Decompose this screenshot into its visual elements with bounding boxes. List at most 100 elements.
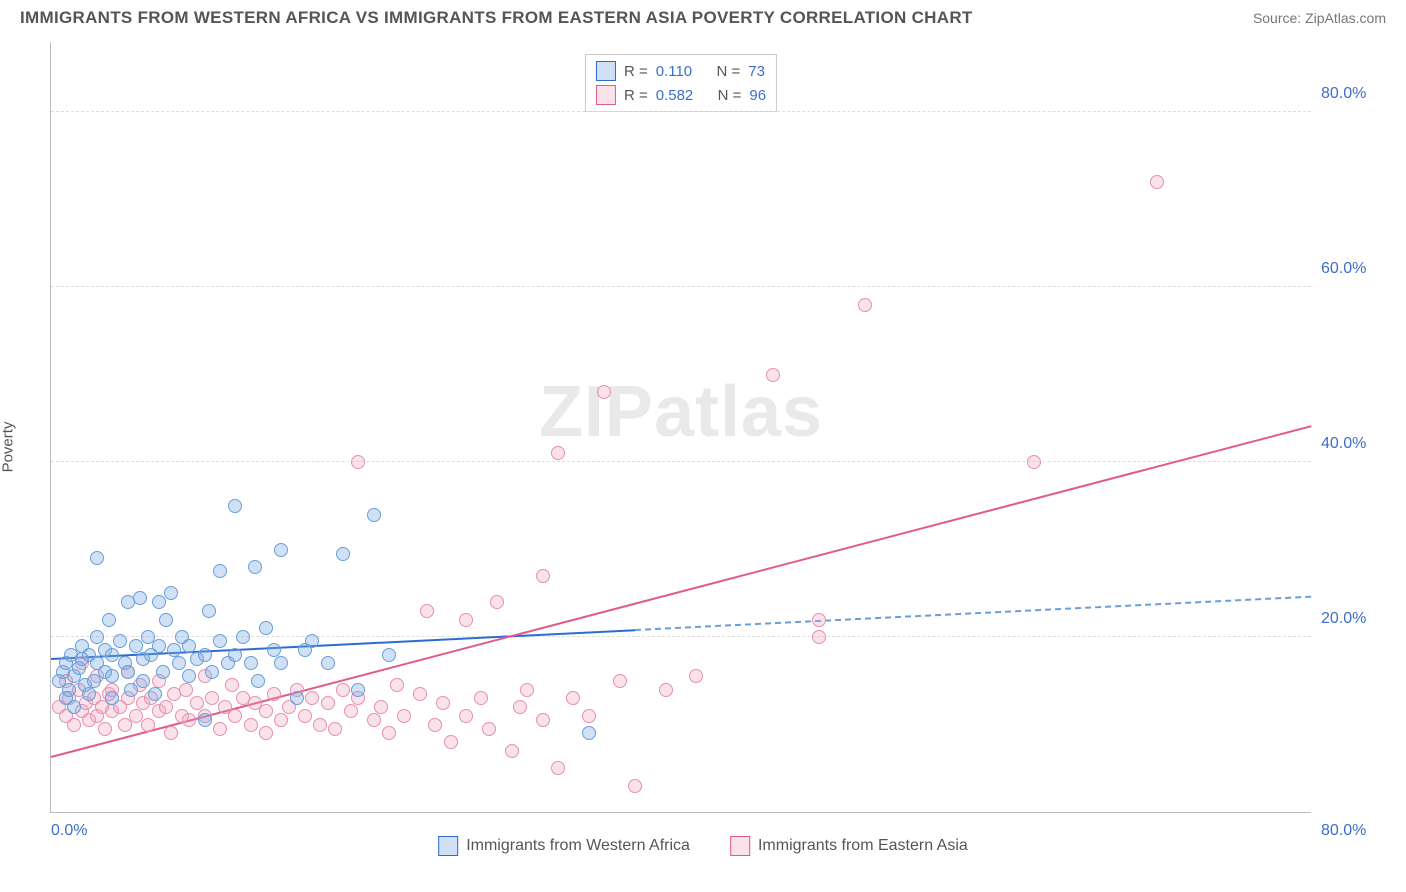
scatter-point bbox=[248, 560, 262, 574]
scatter-point bbox=[536, 569, 550, 583]
scatter-point bbox=[382, 648, 396, 662]
grid-line bbox=[51, 461, 1311, 462]
scatter-point bbox=[367, 508, 381, 522]
x-tick-max: 80.0% bbox=[1321, 822, 1381, 840]
scatter-point bbox=[121, 665, 135, 679]
scatter-point bbox=[582, 726, 596, 740]
scatter-point bbox=[228, 648, 242, 662]
scatter-point bbox=[67, 700, 81, 714]
scatter-point bbox=[129, 639, 143, 653]
scatter-point bbox=[182, 669, 196, 683]
scatter-point bbox=[321, 696, 335, 710]
scatter-point bbox=[374, 700, 388, 714]
swatch-a-icon bbox=[438, 836, 458, 856]
scatter-point bbox=[428, 718, 442, 732]
scatter-point bbox=[436, 696, 450, 710]
scatter-point bbox=[179, 683, 193, 697]
scatter-point bbox=[336, 547, 350, 561]
n-value-a: 73 bbox=[748, 63, 765, 80]
scatter-point bbox=[148, 687, 162, 701]
scatter-point bbox=[129, 709, 143, 723]
scatter-point bbox=[62, 683, 76, 697]
scatter-point bbox=[236, 630, 250, 644]
n-value-b: 96 bbox=[749, 87, 766, 104]
scatter-point bbox=[444, 735, 458, 749]
y-tick-label: 40.0% bbox=[1321, 435, 1381, 453]
scatter-point bbox=[244, 656, 258, 670]
scatter-point bbox=[213, 634, 227, 648]
scatter-point bbox=[274, 543, 288, 557]
scatter-point bbox=[290, 691, 304, 705]
scatter-point bbox=[202, 604, 216, 618]
scatter-point bbox=[198, 648, 212, 662]
scatter-point bbox=[812, 613, 826, 627]
scatter-point bbox=[90, 630, 104, 644]
series-b-label: Immigrants from Eastern Asia bbox=[758, 837, 968, 855]
scatter-point bbox=[858, 298, 872, 312]
swatch-b-icon bbox=[596, 85, 616, 105]
scatter-point bbox=[390, 678, 404, 692]
scatter-point bbox=[67, 718, 81, 732]
scatter-point bbox=[213, 564, 227, 578]
scatter-point bbox=[102, 613, 116, 627]
chart-title: IMMIGRANTS FROM WESTERN AFRICA VS IMMIGR… bbox=[20, 8, 973, 28]
scatter-point bbox=[82, 687, 96, 701]
scatter-point bbox=[205, 665, 219, 679]
scatter-point bbox=[225, 678, 239, 692]
scatter-point bbox=[105, 691, 119, 705]
scatter-point bbox=[105, 648, 119, 662]
scatter-point bbox=[164, 586, 178, 600]
r-value-a: 0.110 bbox=[656, 63, 692, 80]
scatter-point bbox=[351, 455, 365, 469]
n-label: N = bbox=[718, 87, 742, 104]
r-label: R = bbox=[624, 63, 648, 80]
swatch-a-icon bbox=[596, 61, 616, 81]
scatter-point bbox=[1027, 455, 1041, 469]
y-tick-label: 20.0% bbox=[1321, 610, 1381, 628]
y-axis-label: Poverty bbox=[0, 422, 17, 473]
scatter-point bbox=[367, 713, 381, 727]
scatter-point bbox=[520, 683, 534, 697]
scatter-point bbox=[159, 700, 173, 714]
scatter-point bbox=[274, 713, 288, 727]
scatter-point bbox=[124, 683, 138, 697]
scatter-point bbox=[766, 368, 780, 382]
scatter-point bbox=[328, 722, 342, 736]
y-tick-label: 60.0% bbox=[1321, 260, 1381, 278]
plot-area: ZIPatlas R = 0.110 N = 73 R = 0.582 N = … bbox=[50, 42, 1311, 813]
scatter-point bbox=[274, 656, 288, 670]
scatter-point bbox=[213, 722, 227, 736]
scatter-point bbox=[351, 683, 365, 697]
scatter-point bbox=[251, 674, 265, 688]
scatter-point bbox=[551, 446, 565, 460]
scatter-point bbox=[321, 656, 335, 670]
scatter-point bbox=[566, 691, 580, 705]
scatter-point bbox=[551, 761, 565, 775]
chart-container: Poverty ZIPatlas R = 0.110 N = 73 R = 0.… bbox=[0, 32, 1406, 862]
scatter-point bbox=[156, 665, 170, 679]
scatter-point bbox=[628, 779, 642, 793]
scatter-point bbox=[228, 499, 242, 513]
scatter-point bbox=[313, 718, 327, 732]
r-value-b: 0.582 bbox=[656, 87, 694, 104]
scatter-point bbox=[133, 591, 147, 605]
scatter-point bbox=[689, 669, 703, 683]
scatter-point bbox=[344, 704, 358, 718]
scatter-point bbox=[98, 722, 112, 736]
scatter-point bbox=[812, 630, 826, 644]
scatter-point bbox=[190, 696, 204, 710]
scatter-point bbox=[267, 643, 281, 657]
scatter-point bbox=[474, 691, 488, 705]
scatter-point bbox=[259, 704, 273, 718]
scatter-point bbox=[597, 385, 611, 399]
scatter-point bbox=[141, 718, 155, 732]
scatter-point bbox=[159, 613, 173, 627]
scatter-point bbox=[305, 691, 319, 705]
n-label: N = bbox=[716, 63, 740, 80]
scatter-point bbox=[659, 683, 673, 697]
scatter-point bbox=[298, 709, 312, 723]
legend-stats: R = 0.110 N = 73 R = 0.582 N = 96 bbox=[585, 54, 777, 112]
legend-item-b: Immigrants from Eastern Asia bbox=[730, 836, 968, 856]
scatter-point bbox=[397, 709, 411, 723]
scatter-point bbox=[205, 691, 219, 705]
